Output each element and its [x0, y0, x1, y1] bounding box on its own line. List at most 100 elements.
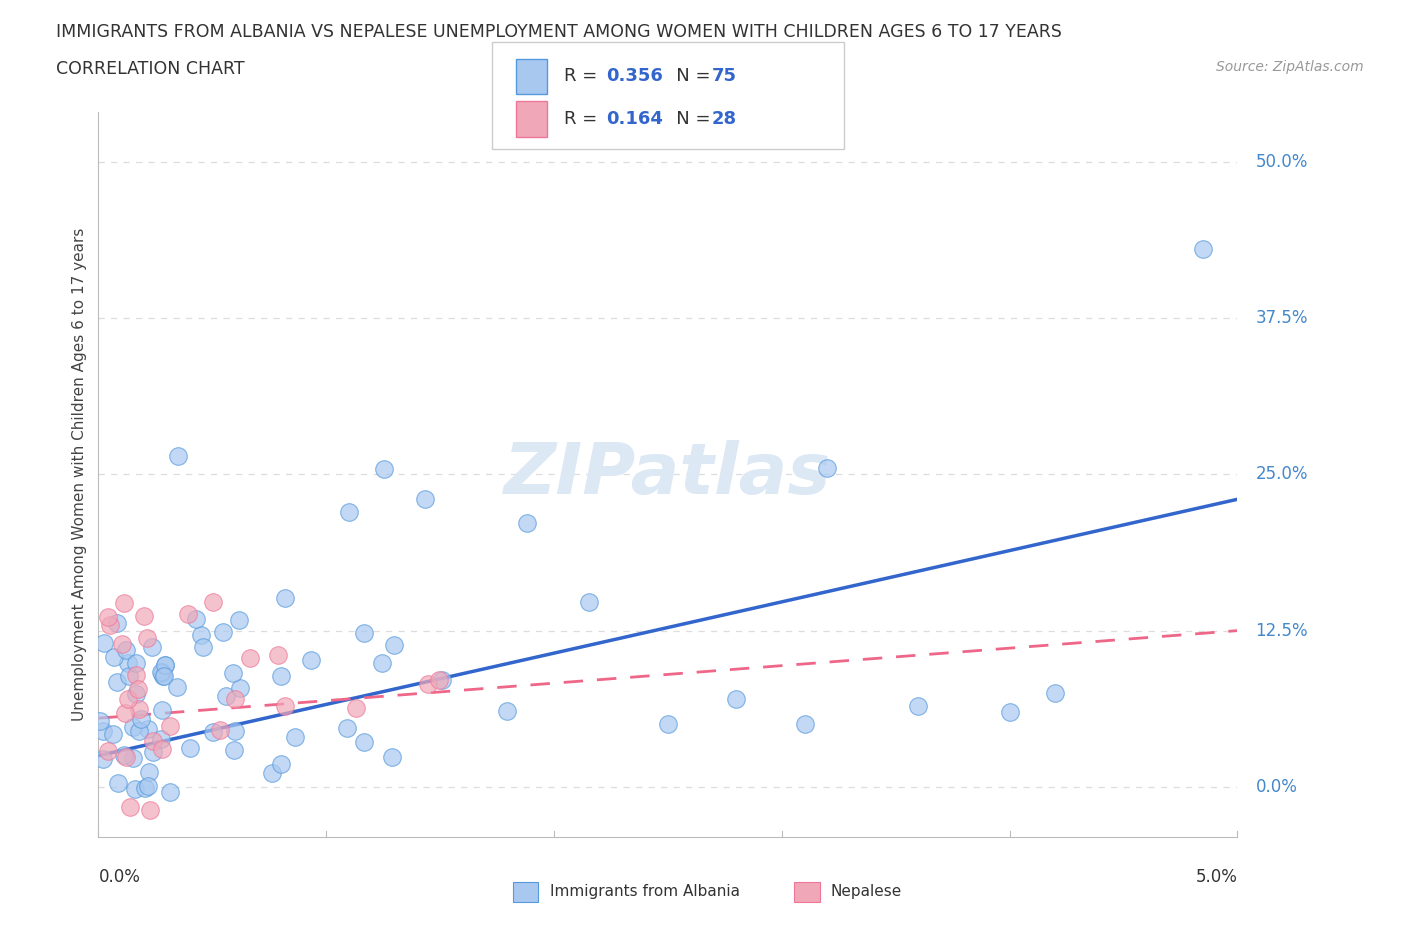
Point [353, 626, 375, 641]
Text: Nepalese: Nepalese [831, 884, 903, 899]
Point [221, 666, 243, 681]
Point [998, 705, 1021, 720]
Point [128, 701, 150, 716]
Point [121, 720, 143, 735]
Point [239, 650, 262, 665]
Text: Source: ZipAtlas.com: Source: ZipAtlas.com [1216, 60, 1364, 74]
Point [115, 643, 138, 658]
Point [149, 664, 172, 679]
Point [416, 676, 439, 691]
Point [353, 735, 375, 750]
Text: 37.5%: 37.5% [1256, 309, 1308, 327]
Point [373, 462, 395, 477]
Text: 50.0%: 50.0% [1256, 153, 1308, 170]
Point [98, 618, 121, 632]
Y-axis label: Unemployment Among Women with Children Ages 6 to 17 years: Unemployment Among Women with Children A… [72, 228, 87, 721]
Point [142, 734, 165, 749]
Point [907, 698, 929, 713]
Point [128, 724, 150, 738]
Point [114, 706, 136, 721]
Point [159, 784, 181, 799]
Point [260, 765, 283, 780]
Point [179, 740, 201, 755]
Point [125, 656, 148, 671]
Point [136, 722, 159, 737]
Point [382, 637, 405, 652]
Text: 0.0%: 0.0% [98, 869, 141, 886]
Point [101, 726, 124, 741]
Point [657, 717, 679, 732]
Point [284, 729, 307, 744]
Point [93, 724, 115, 738]
Point [299, 653, 322, 668]
Point [215, 688, 238, 703]
Point [135, 631, 157, 645]
Point [202, 595, 225, 610]
Point [97, 743, 120, 758]
Point [138, 764, 160, 779]
Text: IMMIGRANTS FROM ALBANIA VS NEPALESE UNEMPLOYMENT AMONG WOMEN WITH CHILDREN AGES : IMMIGRANTS FROM ALBANIA VS NEPALESE UNEM… [56, 23, 1062, 41]
Point [344, 700, 367, 715]
Point [193, 640, 215, 655]
Point [107, 776, 129, 790]
Text: Immigrants from Albania: Immigrants from Albania [550, 884, 740, 899]
Point [578, 594, 600, 609]
Point [273, 698, 295, 713]
Point [430, 672, 453, 687]
Text: ZIPatlas: ZIPatlas [505, 440, 831, 509]
Point [725, 692, 748, 707]
Text: 75: 75 [711, 67, 737, 86]
Point [222, 743, 245, 758]
Point [336, 721, 359, 736]
Point [371, 656, 394, 671]
Point [91, 752, 114, 767]
Text: 28: 28 [711, 110, 737, 128]
Point [111, 637, 134, 652]
Point [134, 608, 156, 623]
Text: 12.5%: 12.5% [1256, 621, 1308, 640]
Point [115, 750, 138, 764]
Point [131, 711, 153, 726]
Point [150, 703, 173, 718]
Point [127, 682, 149, 697]
Point [381, 750, 404, 764]
Point [139, 803, 162, 817]
Point [121, 751, 143, 765]
Point [270, 669, 292, 684]
Point [150, 665, 173, 680]
Point [1043, 685, 1066, 700]
Point [141, 639, 163, 654]
Text: 0.0%: 0.0% [1256, 778, 1298, 796]
Point [267, 647, 290, 662]
Text: 5.0%: 5.0% [1195, 869, 1237, 886]
Point [89, 713, 111, 728]
Point [190, 628, 212, 643]
Text: N =: N = [659, 67, 717, 86]
Point [229, 680, 252, 695]
Point [815, 460, 838, 475]
Text: R =: R = [564, 110, 603, 128]
Point [105, 674, 128, 689]
Point [118, 799, 141, 814]
Point [152, 669, 174, 684]
Point [413, 491, 436, 506]
Point [93, 635, 115, 650]
Point [184, 612, 207, 627]
Point [166, 680, 188, 695]
Point [124, 781, 146, 796]
Text: 0.356: 0.356 [606, 67, 662, 86]
Point [150, 742, 173, 757]
Point [274, 591, 297, 605]
Point [134, 780, 156, 795]
Point [138, 779, 160, 794]
Text: N =: N = [659, 110, 717, 128]
Point [117, 656, 139, 671]
Point [793, 717, 815, 732]
Point [118, 669, 141, 684]
Point [114, 748, 136, 763]
Point [212, 624, 235, 639]
Point [224, 691, 246, 706]
Point [97, 609, 120, 624]
Point [167, 448, 190, 463]
Text: 25.0%: 25.0% [1256, 465, 1308, 484]
